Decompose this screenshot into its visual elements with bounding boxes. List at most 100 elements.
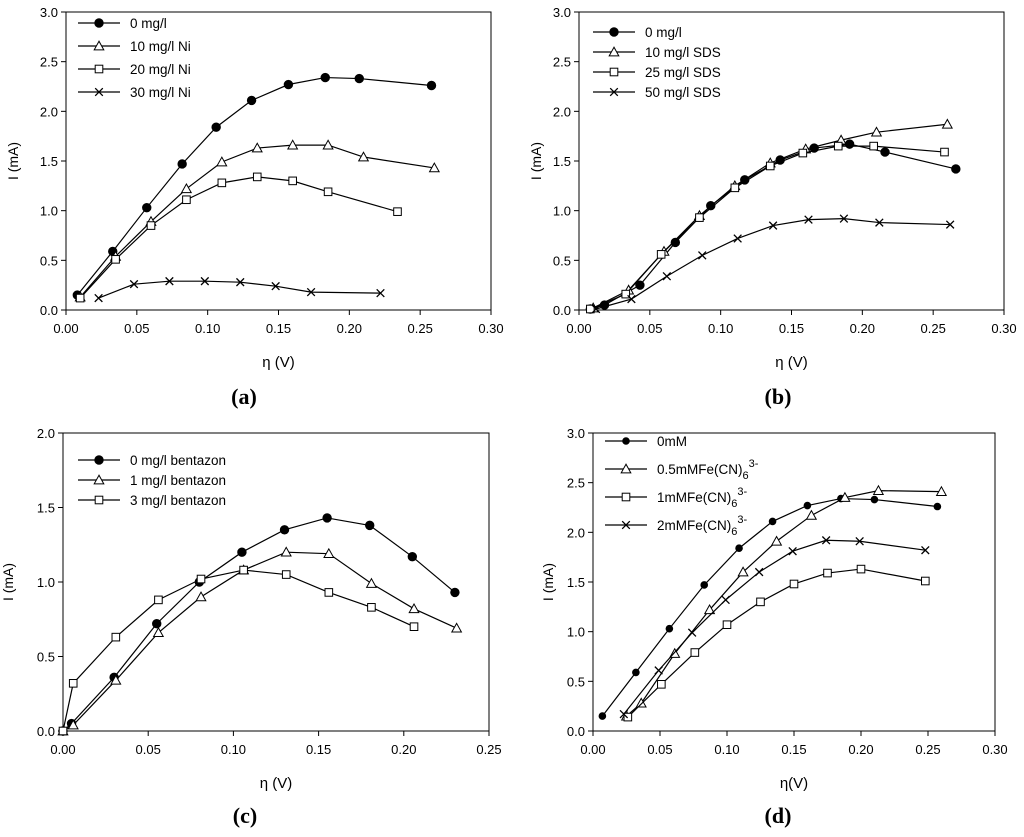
data-point: [935, 485, 948, 496]
series-line: [62, 569, 415, 732]
data-point: [251, 142, 263, 153]
x-axis-label: η (V): [260, 775, 293, 792]
y-tick-label: 0.5: [567, 674, 585, 689]
panel-label: (b): [765, 384, 792, 409]
data-point: [450, 587, 460, 598]
y-tick-label: 2.5: [553, 55, 571, 70]
series-line: [595, 218, 951, 310]
data-point: [621, 289, 631, 299]
data-point: [921, 545, 930, 555]
x-tick-label: 0.05: [637, 321, 662, 336]
data-point: [320, 72, 330, 83]
data-point: [805, 509, 818, 520]
y-tick-label: 3.0: [567, 426, 585, 441]
x-tick-label: 0.30: [982, 742, 1007, 757]
x-tick-label: 0.10: [708, 321, 733, 336]
data-point: [798, 148, 808, 158]
y-tick-label: 2.0: [553, 104, 571, 119]
data-point: [870, 495, 879, 504]
y-tick-label: 1.5: [553, 154, 571, 169]
data-point: [770, 535, 783, 546]
data-point: [281, 570, 291, 579]
series-line: [626, 490, 942, 717]
legend-label: 0 mg/l bentazon: [130, 453, 226, 468]
data-point: [665, 624, 674, 633]
chart-panel-a: 0.00 0.05 0.10 0.15 0.20 0.25 0.30 0.0 0.5 1.0 1.5…: [5, 5, 504, 409]
legend-entry: 0 mg/l bentazon: [78, 453, 226, 468]
data-point: [146, 221, 156, 230]
y-tick-label: 2.0: [40, 104, 58, 119]
x-tick-label: 0.20: [850, 321, 875, 336]
data-point: [287, 139, 299, 150]
series-2: [623, 564, 930, 722]
data-point: [765, 161, 775, 171]
series-2: [75, 172, 402, 303]
data-point: [844, 139, 855, 149]
legend-marker: [609, 27, 619, 37]
data-point: [768, 517, 777, 526]
data-point: [839, 491, 851, 502]
data-point: [357, 151, 370, 162]
data-point: [111, 255, 120, 264]
x-tick-label: 0.05: [647, 742, 672, 757]
data-point: [941, 118, 953, 129]
data-point: [821, 536, 831, 545]
data-point: [768, 221, 778, 230]
x-tick-label: 0.25: [921, 321, 946, 336]
data-point: [323, 187, 333, 197]
series-line: [62, 517, 456, 732]
data-point: [635, 697, 647, 708]
data-point: [856, 564, 866, 574]
legend-label: 2mMFe(CN)63-: [657, 514, 747, 538]
data-point: [695, 213, 704, 222]
data-point: [393, 207, 402, 216]
y-tick-label: 2.0: [37, 426, 55, 441]
x-axis-label: η (V): [775, 354, 808, 371]
legend-label: 0.5mMFe(CN)63-: [657, 458, 759, 482]
x-axis-label: η(V): [780, 775, 808, 792]
x-tick-label: 0.25: [476, 742, 501, 757]
series-line: [592, 123, 948, 309]
data-point: [921, 576, 930, 586]
legend-marker: [620, 463, 632, 474]
y-tick-label: 1.5: [567, 575, 585, 590]
data-point: [322, 139, 334, 150]
x-tick-label: 0.15: [306, 742, 331, 757]
data-point: [129, 279, 139, 289]
legend-label: 25 mg/l SDS: [645, 65, 721, 80]
legend-marker: [94, 87, 104, 97]
data-point: [722, 620, 732, 630]
series-line: [62, 551, 457, 732]
y-tick-label: 3.0: [40, 5, 58, 20]
data-point: [700, 581, 709, 589]
series-3: [591, 214, 955, 314]
legend-marker: [93, 474, 105, 485]
data-point: [211, 122, 221, 132]
data-point: [152, 619, 162, 629]
data-point: [196, 574, 206, 584]
legend-label: 50 mg/l SDS: [645, 85, 721, 100]
x-tick-label: 0.00: [53, 321, 78, 336]
data-point: [833, 141, 843, 151]
x-tick-label: 0.05: [136, 742, 161, 757]
data-point: [870, 126, 883, 137]
data-point: [623, 712, 633, 722]
data-point: [67, 719, 79, 730]
data-point: [687, 628, 697, 637]
y-axis-label: I (mA): [0, 563, 16, 601]
data-point: [789, 579, 799, 589]
data-point: [737, 566, 749, 577]
legend-entry: 50 mg/l SDS: [593, 85, 721, 100]
series-2: [586, 141, 949, 314]
y-tick-label: 0.0: [567, 724, 585, 739]
x-tick-label: 0.00: [566, 321, 591, 336]
data-point: [586, 304, 595, 314]
x-tick-label: 0.30: [478, 321, 503, 336]
series-0: [598, 494, 942, 720]
x-tick-label: 0.10: [714, 742, 739, 757]
data-point: [426, 80, 437, 91]
data-point: [697, 251, 707, 260]
y-tick-label: 0.5: [553, 253, 571, 268]
data-point: [591, 304, 601, 314]
x-tick-label: 0.25: [408, 321, 433, 336]
